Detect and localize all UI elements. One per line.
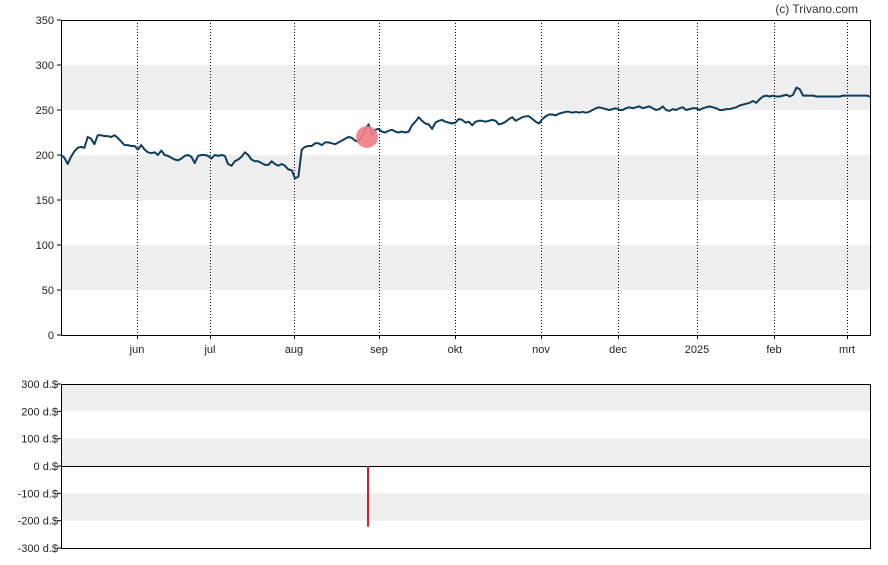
price-band-0: [61, 65, 870, 110]
month-label-sep: sep: [370, 344, 388, 356]
volume-ylabel-0: 300 d.$: [21, 379, 58, 391]
price-plot-frame: [61, 20, 871, 336]
price-band-2: [61, 245, 870, 290]
volume-ylabel-3: 0 d.$: [34, 461, 58, 473]
volume-ylabel-4: -100 d.$: [18, 488, 58, 500]
month-label-jun: jun: [129, 344, 145, 356]
price-ylabel-0: 0: [48, 330, 54, 342]
month-label-feb: feb: [766, 344, 781, 356]
credit-label: (c) Trivano.com: [775, 2, 858, 16]
price-ylabel-350: 350: [36, 15, 54, 27]
month-label-dec: dec: [609, 344, 627, 356]
month-label-jul: jul: [203, 344, 215, 356]
month-label-2025: 2025: [685, 344, 709, 356]
volume-band-2: [61, 493, 870, 521]
price-ylabel-100: 100: [36, 240, 54, 252]
volume-ylabel-6: -300 d.$: [18, 543, 58, 555]
event-marker: [356, 126, 378, 148]
price-ylabel-50: 50: [42, 285, 54, 297]
volume-plot-frame: [61, 384, 871, 549]
price-line: [60, 86, 871, 180]
month-label-nov: nov: [532, 344, 550, 356]
month-label-aug: aug: [285, 344, 303, 356]
price-ylabel-300: 300: [36, 60, 54, 72]
volume-band-0: [61, 384, 870, 412]
volume-ylabel-1: 200 d.$: [21, 406, 58, 418]
volume-ylabel-5: -200 d.$: [18, 516, 58, 528]
price-ylabel-200: 200: [36, 150, 54, 162]
price-ylabel-250: 250: [36, 105, 54, 117]
price-band-1: [61, 155, 870, 200]
month-label-okt: okt: [448, 344, 463, 356]
price-ylabel-150: 150: [36, 195, 54, 207]
month-label-mrt: mrt: [839, 344, 855, 356]
volume-band-1: [61, 438, 870, 466]
volume-ylabel-2: 100 d.$: [21, 434, 58, 446]
